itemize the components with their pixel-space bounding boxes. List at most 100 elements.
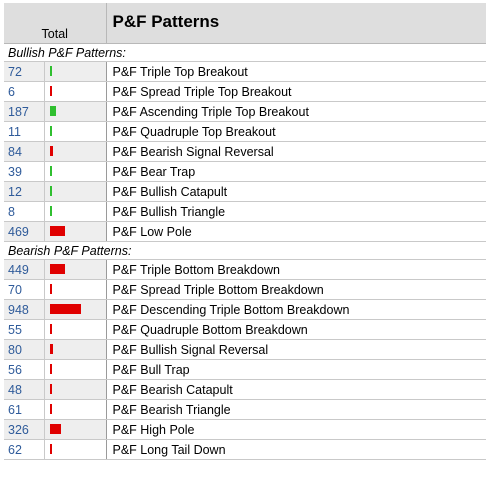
pattern-name: P&F Bearish Triangle (105, 399, 486, 420)
pf-patterns-table: Total P&F Patterns Bullish P&F Patterns:… (4, 3, 486, 460)
pattern-row[interactable]: 326 P&F High Pole (4, 419, 486, 440)
pattern-row[interactable]: 70 P&F Spread Triple Bottom Breakdown (4, 279, 486, 300)
pattern-row[interactable]: 11 P&F Quadruple Top Breakout (4, 121, 486, 142)
pattern-row[interactable]: 449 P&F Triple Bottom Breakdown (4, 259, 486, 280)
pattern-count-link[interactable]: 56 (4, 359, 44, 380)
table-title: P&F Patterns (106, 3, 486, 44)
pattern-row[interactable]: 72 P&F Triple Top Breakout (4, 61, 486, 82)
pattern-count-link[interactable]: 62 (4, 439, 44, 460)
pattern-name: P&F Spread Triple Top Breakout (105, 81, 486, 102)
pattern-row[interactable]: 80 P&F Bullish Signal Reversal (4, 339, 486, 360)
total-column-header: Total (4, 3, 107, 44)
pattern-bar-cell (43, 101, 106, 122)
pattern-count-bar (49, 206, 52, 216)
section-label: Bullish P&F Patterns: (4, 43, 486, 62)
pattern-count-link[interactable]: 39 (4, 161, 44, 182)
pattern-bar-cell (43, 419, 106, 440)
pattern-count-bar (49, 364, 52, 374)
pattern-row[interactable]: 48 P&F Bearish Catapult (4, 379, 486, 400)
pattern-row[interactable]: 6 P&F Spread Triple Top Breakout (4, 81, 486, 102)
pattern-count-link[interactable]: 8 (4, 201, 44, 222)
pattern-count-link[interactable]: 72 (4, 61, 44, 82)
pattern-row[interactable]: 469 P&F Low Pole (4, 221, 486, 242)
pattern-name: P&F Bear Trap (105, 161, 486, 182)
pattern-count-link[interactable]: 187 (4, 101, 44, 122)
pattern-bar-cell (43, 259, 106, 280)
pattern-name: P&F Spread Triple Bottom Breakdown (105, 279, 486, 300)
section-header-bullish: Bullish P&F Patterns: (4, 43, 486, 62)
pattern-count-bar (49, 324, 52, 334)
pattern-bar-cell (43, 279, 106, 300)
pattern-count-bar (49, 86, 52, 96)
pattern-row[interactable]: 12 P&F Bullish Catapult (4, 181, 486, 202)
pattern-row[interactable]: 948 P&F Descending Triple Bottom Breakdow… (4, 299, 486, 320)
pattern-bar-cell (43, 399, 106, 420)
pattern-name: P&F Quadruple Bottom Breakdown (105, 319, 486, 340)
pattern-count-bar (49, 146, 53, 156)
table-header: Total P&F Patterns (4, 3, 486, 44)
pattern-count-link[interactable]: 61 (4, 399, 44, 420)
pf-patterns-panel: Total P&F Patterns Bullish P&F Patterns:… (4, 3, 486, 460)
pattern-count-bar (49, 226, 65, 236)
pattern-name: P&F High Pole (105, 419, 486, 440)
pattern-bar-cell (43, 221, 106, 242)
pattern-bar-cell (43, 61, 106, 82)
pattern-bar-cell (43, 339, 106, 360)
pattern-name: P&F Bearish Signal Reversal (105, 141, 486, 162)
pattern-name: P&F Bull Trap (105, 359, 486, 380)
pattern-bar-cell (43, 299, 106, 320)
pattern-row[interactable]: 56 P&F Bull Trap (4, 359, 486, 380)
pattern-name: P&F Ascending Triple Top Breakout (105, 101, 486, 122)
pattern-count-link[interactable]: 948 (4, 299, 44, 320)
pattern-count-bar (49, 106, 56, 116)
pattern-bar-cell (43, 81, 106, 102)
pattern-count-bar (49, 166, 52, 176)
pattern-bar-cell (43, 141, 106, 162)
pattern-count-link[interactable]: 80 (4, 339, 44, 360)
pattern-name: P&F Descending Triple Bottom Breakdown (105, 299, 486, 320)
pattern-row[interactable]: 8 P&F Bullish Triangle (4, 201, 486, 222)
pattern-count-bar (49, 186, 52, 196)
pattern-bar-cell (43, 359, 106, 380)
pattern-name: P&F Bearish Catapult (105, 379, 486, 400)
pattern-count-link[interactable]: 326 (4, 419, 44, 440)
pattern-bar-cell (43, 121, 106, 142)
pattern-count-bar (49, 304, 81, 314)
pattern-count-link[interactable]: 469 (4, 221, 44, 242)
pattern-count-link[interactable]: 11 (4, 121, 44, 142)
pattern-bar-cell (43, 181, 106, 202)
pattern-count-bar (49, 444, 52, 454)
section-header-bearish: Bearish P&F Patterns: (4, 241, 486, 260)
pattern-count-link[interactable]: 6 (4, 81, 44, 102)
pattern-count-bar (49, 424, 61, 434)
pattern-count-bar (49, 344, 53, 354)
pattern-count-bar (49, 126, 52, 136)
section-label: Bearish P&F Patterns: (4, 241, 486, 260)
pattern-name: P&F Quadruple Top Breakout (105, 121, 486, 142)
pattern-row[interactable]: 62 P&F Long Tail Down (4, 439, 486, 460)
pattern-count-link[interactable]: 12 (4, 181, 44, 202)
pattern-count-link[interactable]: 70 (4, 279, 44, 300)
pattern-count-link[interactable]: 55 (4, 319, 44, 340)
pattern-name: P&F Triple Top Breakout (105, 61, 486, 82)
pattern-bar-cell (43, 439, 106, 460)
pattern-count-bar (49, 66, 52, 76)
pattern-name: P&F Low Pole (105, 221, 486, 242)
pattern-name: P&F Long Tail Down (105, 439, 486, 460)
pattern-name: P&F Bullish Triangle (105, 201, 486, 222)
pattern-count-bar (49, 264, 65, 274)
pattern-name: P&F Triple Bottom Breakdown (105, 259, 486, 280)
pattern-row[interactable]: 187 P&F Ascending Triple Top Breakout (4, 101, 486, 122)
pattern-count-link[interactable]: 84 (4, 141, 44, 162)
pattern-bar-cell (43, 201, 106, 222)
pattern-bar-cell (43, 161, 106, 182)
pattern-row[interactable]: 61 P&F Bearish Triangle (4, 399, 486, 420)
pattern-row[interactable]: 55 P&F Quadruple Bottom Breakdown (4, 319, 486, 340)
pattern-count-link[interactable]: 449 (4, 259, 44, 280)
pattern-count-bar (49, 404, 52, 414)
pattern-count-bar (49, 284, 52, 294)
pattern-row[interactable]: 39 P&F Bear Trap (4, 161, 486, 182)
pattern-count-link[interactable]: 48 (4, 379, 44, 400)
pattern-name: P&F Bullish Catapult (105, 181, 486, 202)
pattern-row[interactable]: 84 P&F Bearish Signal Reversal (4, 141, 486, 162)
